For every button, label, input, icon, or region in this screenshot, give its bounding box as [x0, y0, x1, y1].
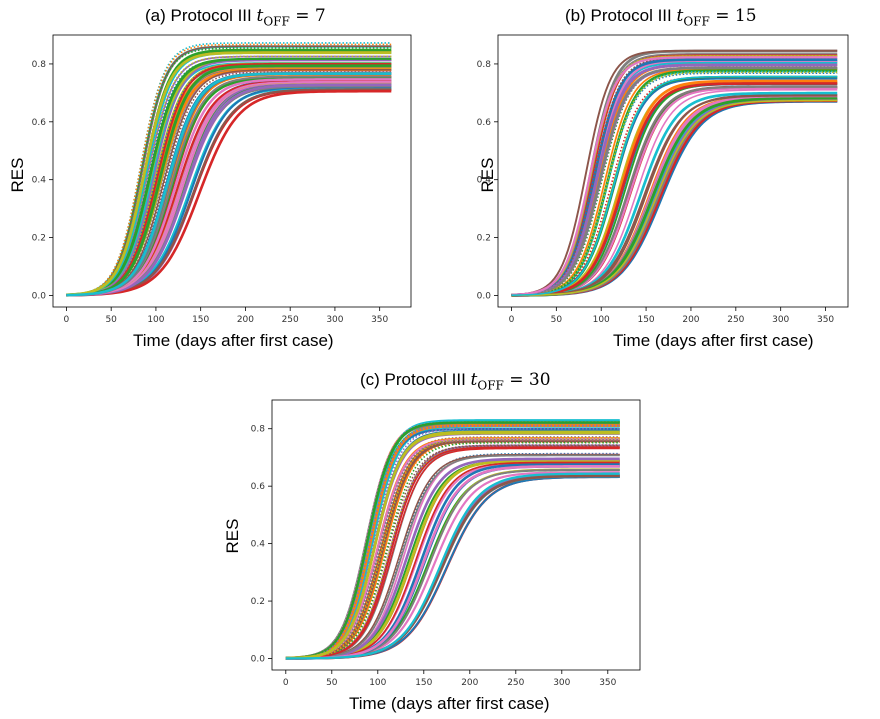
series-line [286, 466, 620, 658]
series-line [66, 73, 391, 295]
y-tick-label: 0.0 [32, 291, 47, 301]
y-tick-label: 0.8 [477, 60, 492, 70]
series-line [66, 82, 391, 296]
y-tick-label: 0.6 [477, 118, 492, 128]
x-tick-label: 300 [326, 315, 343, 325]
y-tick-label: 0.4 [251, 540, 266, 550]
x-tick-label: 100 [593, 315, 610, 325]
series-line [511, 82, 837, 296]
series-line [511, 71, 837, 296]
y-tick-label: 0.0 [477, 291, 492, 301]
series-line [66, 74, 391, 296]
x-tick-label: 200 [237, 315, 254, 325]
series-line [286, 476, 620, 658]
x-tick-label: 50 [551, 315, 563, 325]
x-tick-label: 300 [553, 678, 570, 688]
series-line [511, 73, 837, 295]
chart-plot-a: 0 50 100 150 200 250 300 350 0.0 0.2 0.4 0.6 0.8 [0, 0, 440, 360]
y-tick-label: 0.0 [251, 655, 266, 665]
series-line [286, 459, 620, 659]
series-line [286, 475, 620, 658]
x-tick-label: 350 [817, 315, 834, 325]
series-line [286, 476, 620, 659]
series-line [66, 74, 391, 295]
series-line [66, 82, 391, 295]
x-tick-label: 100 [369, 678, 386, 688]
x-tick-label: 50 [105, 315, 117, 325]
series-line [511, 83, 837, 296]
x-tick-label: 200 [682, 315, 699, 325]
y-tick-label: 0.8 [251, 425, 266, 435]
x-tick-label: 250 [507, 678, 524, 688]
chart-panel-a: (a) Protocol III tOFF = 7 RES Time (days… [0, 0, 440, 360]
chart-panel-c: (c) Protocol III tOFF = 30 RES Time (day… [220, 360, 660, 719]
y-tick-label: 0.2 [251, 597, 265, 607]
series-line [511, 81, 837, 295]
y-tick-label: 0.2 [32, 234, 46, 244]
series-line [286, 477, 620, 659]
series-line [66, 82, 391, 295]
series-line [66, 74, 391, 296]
series-line [511, 95, 837, 296]
series-line [66, 91, 391, 295]
series-line [511, 84, 837, 296]
series-line [511, 95, 837, 295]
x-tick-label: 150 [192, 315, 209, 325]
series-line [66, 81, 391, 295]
x-tick-label: 0 [283, 678, 289, 688]
series-line [66, 73, 391, 295]
series-line [66, 83, 391, 295]
series-line [511, 84, 837, 295]
x-tick-label: 150 [637, 315, 654, 325]
x-tick-label: 350 [371, 315, 388, 325]
x-tick-label: 250 [727, 315, 744, 325]
series-line [286, 464, 620, 658]
series-group [286, 421, 620, 659]
series-line [511, 71, 837, 295]
x-tick-label: 150 [415, 678, 432, 688]
chart-plot-c: 0 50 100 150 200 250 300 350 0.0 0.2 0.4 0.6 0.8 [220, 360, 660, 719]
series-line [286, 475, 620, 658]
x-tick-label: 200 [461, 678, 478, 688]
x-tick-label: 0 [509, 315, 515, 325]
x-tick-label: 300 [772, 315, 789, 325]
chart-panel-b: (b) Protocol III tOFF = 15 RES Time (day… [440, 0, 880, 360]
x-tick-label: 350 [599, 678, 616, 688]
chart-plot-b: 0 50 100 150 200 250 300 350 0.0 0.2 0.4 0.6 0.8 [440, 0, 880, 360]
y-tick-label: 0.8 [32, 60, 47, 70]
series-group [66, 43, 391, 295]
series-line [286, 477, 620, 658]
y-tick-label: 0.4 [477, 176, 492, 186]
series-line [286, 474, 620, 659]
y-tick-label: 0.4 [32, 176, 47, 186]
series-group [511, 51, 837, 296]
y-tick-label: 0.6 [32, 118, 47, 128]
x-tick-label: 50 [326, 678, 338, 688]
x-tick-label: 100 [147, 315, 164, 325]
y-tick-label: 0.6 [251, 482, 266, 492]
series-line [511, 93, 837, 295]
series-line [66, 82, 391, 295]
series-line [511, 72, 837, 295]
x-tick-label: 0 [64, 315, 70, 325]
series-line [66, 72, 391, 296]
x-tick-label: 250 [282, 315, 299, 325]
series-line [66, 90, 391, 295]
y-tick-label: 0.2 [477, 234, 491, 244]
series-line [511, 83, 837, 295]
